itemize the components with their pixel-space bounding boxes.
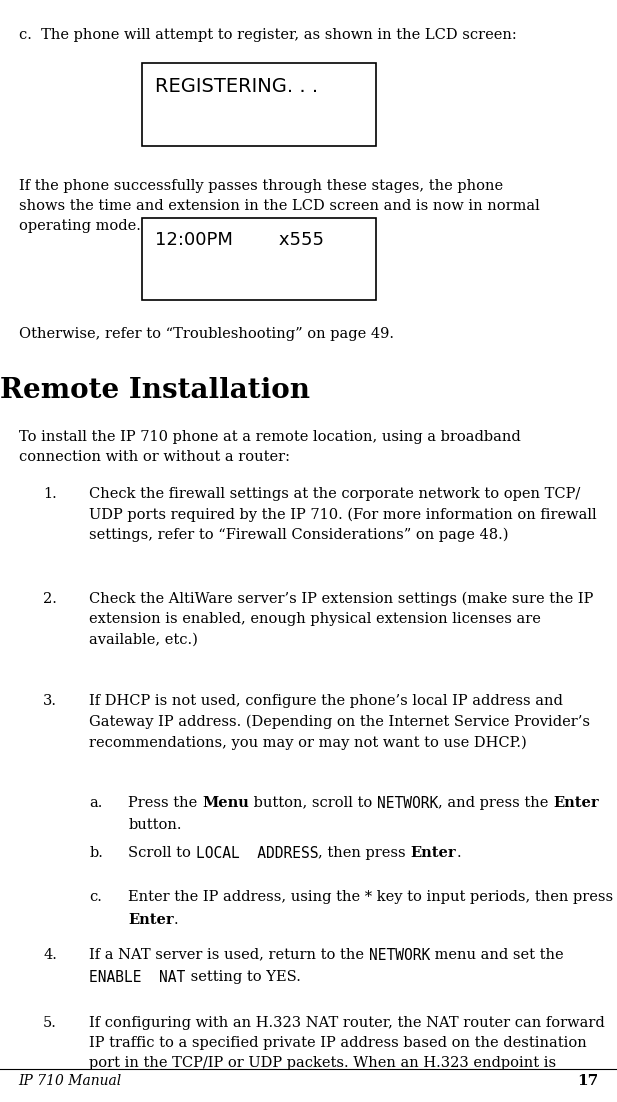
- Text: If the phone successfully passes through these stages, the phone
shows the time : If the phone successfully passes through…: [19, 179, 539, 233]
- Text: Remote Installation: Remote Installation: [0, 377, 310, 404]
- Text: b.: b.: [89, 846, 103, 861]
- Text: IP 710 Manual: IP 710 Manual: [19, 1073, 122, 1088]
- Text: button, scroll to: button, scroll to: [249, 796, 377, 810]
- Text: If DHCP is not used, configure the phone’s local IP address and
Gateway IP addre: If DHCP is not used, configure the phone…: [89, 694, 590, 749]
- Text: Enter: Enter: [410, 846, 456, 861]
- FancyBboxPatch shape: [142, 218, 376, 300]
- Text: 5.: 5.: [43, 1016, 57, 1030]
- Text: To install the IP 710 phone at a remote location, using a broadband
connection w: To install the IP 710 phone at a remote …: [19, 430, 520, 464]
- Text: c.  The phone will attempt to register, as shown in the LCD screen:: c. The phone will attempt to register, a…: [19, 28, 516, 42]
- Text: button.: button.: [128, 819, 182, 832]
- Text: 4.: 4.: [43, 948, 57, 962]
- Text: Enter: Enter: [128, 914, 174, 927]
- Text: NETWORK: NETWORK: [369, 948, 430, 963]
- Text: 12:00PM        x555: 12:00PM x555: [155, 231, 325, 249]
- Text: Enter: Enter: [553, 796, 599, 810]
- Text: 17: 17: [578, 1073, 598, 1088]
- Text: menu and set the: menu and set the: [430, 948, 564, 962]
- Text: ENABLE  NAT: ENABLE NAT: [89, 971, 186, 985]
- Text: 2.: 2.: [43, 592, 57, 606]
- Text: Otherwise, refer to “Troubleshooting” on page 49.: Otherwise, refer to “Troubleshooting” on…: [19, 327, 394, 342]
- Text: a.: a.: [89, 796, 103, 810]
- Text: 1.: 1.: [43, 487, 57, 501]
- Text: LOCAL  ADDRESS: LOCAL ADDRESS: [196, 846, 318, 862]
- Text: .: .: [174, 914, 178, 927]
- Text: .: .: [456, 846, 461, 861]
- Text: Press the: Press the: [128, 796, 202, 810]
- Text: If configuring with an H.323 NAT router, the NAT router can forward
IP traffic t: If configuring with an H.323 NAT router,…: [89, 1016, 605, 1070]
- Text: NETWORK: NETWORK: [377, 796, 438, 811]
- Text: , and press the: , and press the: [438, 796, 553, 810]
- Text: Scroll to: Scroll to: [128, 846, 196, 861]
- Text: , then press: , then press: [318, 846, 410, 861]
- Text: Check the firewall settings at the corporate network to open TCP/
UDP ports requ: Check the firewall settings at the corpo…: [89, 487, 597, 542]
- Text: Enter the IP address, using the * key to input periods, then press: Enter the IP address, using the * key to…: [128, 890, 613, 905]
- Text: Menu: Menu: [202, 796, 249, 810]
- Text: 3.: 3.: [43, 694, 57, 709]
- Text: Check the AltiWare server’s IP extension settings (make sure the IP
extension is: Check the AltiWare server’s IP extension…: [89, 592, 594, 646]
- FancyBboxPatch shape: [142, 63, 376, 147]
- Text: If a NAT server is used, return to the: If a NAT server is used, return to the: [89, 948, 369, 962]
- Text: setting to YES.: setting to YES.: [186, 971, 300, 984]
- Text: c.: c.: [89, 890, 102, 905]
- Text: REGISTERING. . .: REGISTERING. . .: [155, 77, 318, 96]
